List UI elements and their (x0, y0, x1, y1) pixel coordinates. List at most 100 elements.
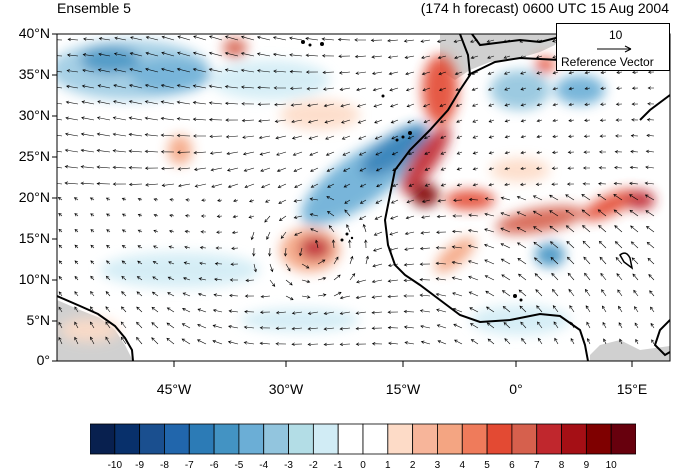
colorbar-label: -5 (234, 460, 244, 471)
wind-vector-arrow (419, 246, 431, 251)
wind-vector-arrow (176, 51, 191, 57)
wind-vector-arrow (618, 322, 623, 329)
lat-label-10n: 10°N (18, 271, 50, 287)
wind-vector-arrow (359, 167, 367, 172)
wind-vector-arrow (192, 100, 207, 105)
wind-vector-arrow (299, 247, 303, 257)
wind-vector-arrow (305, 36, 319, 41)
wind-vector-arrow (452, 214, 463, 218)
lat-label-5n: 5°N (26, 312, 51, 328)
wind-vector-arrow (581, 209, 591, 217)
wind-vector-arrow (80, 132, 95, 137)
wind-vector-arrow (451, 245, 463, 249)
wind-vector-arrow (161, 166, 175, 171)
wind-vector-arrow (294, 231, 303, 236)
wind-vector-arrow (533, 241, 543, 249)
wind-vector-arrow (484, 275, 495, 281)
wind-vector-arrow (520, 71, 527, 75)
wind-vector-arrow (436, 324, 447, 329)
wind-vector-arrow (272, 52, 287, 57)
wind-vector-arrow (121, 197, 127, 201)
wind-vector-arrow (389, 87, 399, 92)
reference-vector-magnitude: 10 (609, 28, 623, 42)
wind-vector-arrow (256, 35, 271, 41)
wind-vector-arrow (261, 183, 271, 189)
wind-vector-arrow (301, 295, 311, 299)
wind-vector-arrow (112, 182, 127, 186)
wind-vector-arrow (516, 195, 527, 201)
wind-vector-arrow (58, 213, 63, 217)
wind-vector-arrow (197, 292, 207, 297)
wind-vector-arrow (520, 166, 527, 171)
wind-vector-arrow (344, 199, 351, 204)
wind-vector-arrow (487, 338, 495, 345)
wind-vector-arrow (208, 51, 223, 57)
wind-vector-arrow (484, 212, 495, 217)
wind-vector-arrow (356, 87, 367, 92)
wind-vector-arrow (310, 228, 319, 233)
wind-vector-arrow (161, 183, 175, 187)
wind-vector-arrow (454, 55, 463, 60)
wind-vector-arrow (359, 199, 367, 204)
wind-vector-arrow (197, 308, 207, 313)
colorbar-label: -3 (284, 460, 293, 471)
wind-vector-arrow (551, 272, 559, 281)
wind-vector-arrow (602, 321, 607, 329)
wind-vector-arrow (337, 37, 351, 42)
wind-vector-arrow (532, 210, 543, 217)
wind-vector-arrow (519, 182, 527, 187)
wind-vector-arrow (391, 151, 399, 156)
wind-vector-arrow (644, 194, 655, 201)
wind-vector-arrow (435, 292, 447, 297)
wind-vector-arrow (129, 67, 143, 73)
wind-vector-arrow (440, 183, 447, 187)
wind-vector-arrow (228, 309, 239, 313)
wind-vector-arrow (226, 167, 239, 172)
wind-vector-arrow (144, 166, 159, 170)
wind-vector-arrow (616, 273, 623, 281)
wind-vector-arrow (484, 197, 495, 201)
wind-vector-arrow (323, 327, 335, 331)
wind-vector-arrow (291, 135, 303, 140)
wind-vector-arrow (82, 53, 95, 57)
wind-vector-arrow (260, 294, 271, 299)
wind-vector-arrow (211, 183, 223, 188)
wind-vector-arrow (566, 256, 575, 265)
wind-vector-arrow (97, 68, 111, 73)
colorbar-swatch (114, 423, 141, 455)
wind-vector-arrow (121, 275, 127, 281)
wind-vector-arrow (64, 165, 79, 169)
wind-vector-arrow (310, 183, 319, 188)
wind-vector-arrow (305, 53, 319, 58)
wind-vector-arrow (197, 323, 207, 329)
wind-vector-arrow (565, 194, 575, 201)
wind-vector-arrow (57, 102, 63, 105)
wind-vector-arrow (215, 246, 222, 250)
wind-vector-arrow (65, 116, 79, 121)
wind-vector-arrow (550, 256, 559, 265)
wind-vector-arrow (387, 279, 399, 283)
wind-vector-arrow (646, 241, 655, 249)
wind-vector-arrow (105, 291, 111, 297)
wind-vector-arrow (331, 239, 336, 249)
wind-vector-arrow (177, 167, 191, 171)
wind-vector-arrow (90, 306, 95, 313)
wind-vector-arrow (549, 194, 559, 201)
wind-vector-arrow (406, 199, 415, 204)
wind-vector-arrow (273, 86, 287, 90)
wind-vector-arrow (348, 239, 352, 249)
wind-vector-arrow (230, 262, 239, 266)
wind-vector-arrow (435, 246, 447, 250)
wind-vector-arrow (536, 305, 543, 313)
wind-vector-arrow (504, 103, 511, 107)
wind-vector-arrow (65, 100, 79, 105)
wind-vector-arrow (74, 291, 79, 297)
wind-vector-arrow (569, 305, 575, 313)
colorbar-swatch (362, 423, 389, 455)
wind-vector-arrow (552, 134, 559, 139)
wind-vector-arrow (453, 198, 463, 202)
wind-vector-arrow (324, 119, 335, 124)
wind-vector-arrow (500, 243, 511, 249)
wind-vector-arrow (584, 288, 591, 297)
wind-vector-arrow (224, 51, 239, 57)
